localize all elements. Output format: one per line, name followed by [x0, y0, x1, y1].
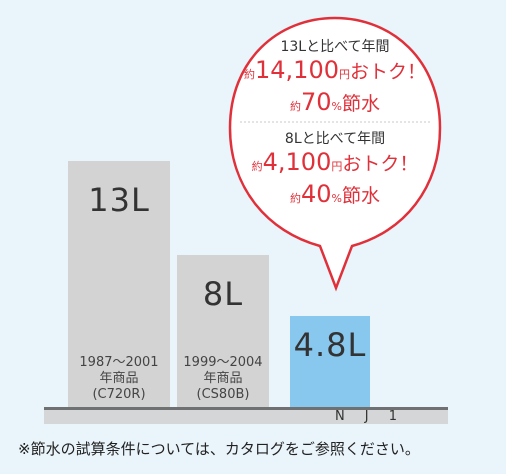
bubble1-yen: 円: [338, 68, 350, 81]
bubble1-amount-line: 約14,100円おトク！: [230, 56, 440, 84]
bubble2-saving-line: 約40%節水: [230, 180, 440, 208]
bubble1-saving-line: 約70%節水: [230, 88, 440, 116]
baseline-line: [44, 407, 448, 410]
bar-1: 13L 1987～2001 年商品 (C720R): [68, 161, 170, 407]
bubble2-yen: 円: [331, 160, 343, 173]
bubble2-amount: 4,100: [262, 148, 332, 176]
bubble2-compare: 8Lと比べて年間: [284, 131, 386, 147]
bubble1-saving: 節水: [341, 93, 380, 115]
baseline: [44, 408, 448, 424]
footnote: ※節水の試算条件については、カタログをご参照ください。: [18, 440, 420, 458]
bubble1-yaku2: 約: [289, 100, 301, 113]
bar-value-label: 8L: [202, 275, 244, 313]
bubble2-amount-line: 約4,100円おトク！: [230, 148, 440, 176]
bar-sub-label-line: 1987～2001: [79, 355, 159, 370]
bar-sub-label-line: 年商品: [203, 371, 243, 386]
bubble1-percent: 70: [300, 88, 332, 116]
bar-sub-label-line: 1999～2004: [183, 355, 263, 370]
bubble1-suffix: おトク！: [349, 61, 426, 83]
bubble1-amount: 14,100: [255, 56, 339, 84]
bubble1-percent-unit: %: [331, 100, 342, 113]
bubble2-suffix: おトク！: [342, 153, 419, 175]
product-label: N J 1: [334, 409, 406, 424]
bar-value-label: 13L: [88, 181, 150, 219]
bar-sub-label-line: (CS80B): [196, 387, 250, 402]
bubble2-saving: 節水: [341, 185, 380, 207]
bubble1-compare: 13Lと比べて年間: [280, 39, 390, 55]
bubble2-yaku2: 約: [289, 192, 301, 205]
bubble1-yaku: 約: [244, 68, 255, 81]
bar-sub-label-line: 年商品: [99, 371, 139, 386]
bar-sub-label: 1987～2001 年商品 (C720R): [68, 355, 170, 403]
bubble2-percent: 40: [300, 180, 332, 208]
bubble2-yaku: 約: [251, 160, 263, 173]
bar-sub-label-line: (C720R): [92, 387, 146, 402]
bar-value-label: 4.8L: [293, 326, 367, 364]
bubble2-percent-unit: %: [331, 192, 342, 205]
bar-sub-label: 1999～2004 年商品 (CS80B): [177, 355, 269, 403]
bar-2: 8L 1999～2004 年商品 (CS80B): [177, 255, 269, 407]
bar-3: 4.8L: [290, 316, 370, 407]
